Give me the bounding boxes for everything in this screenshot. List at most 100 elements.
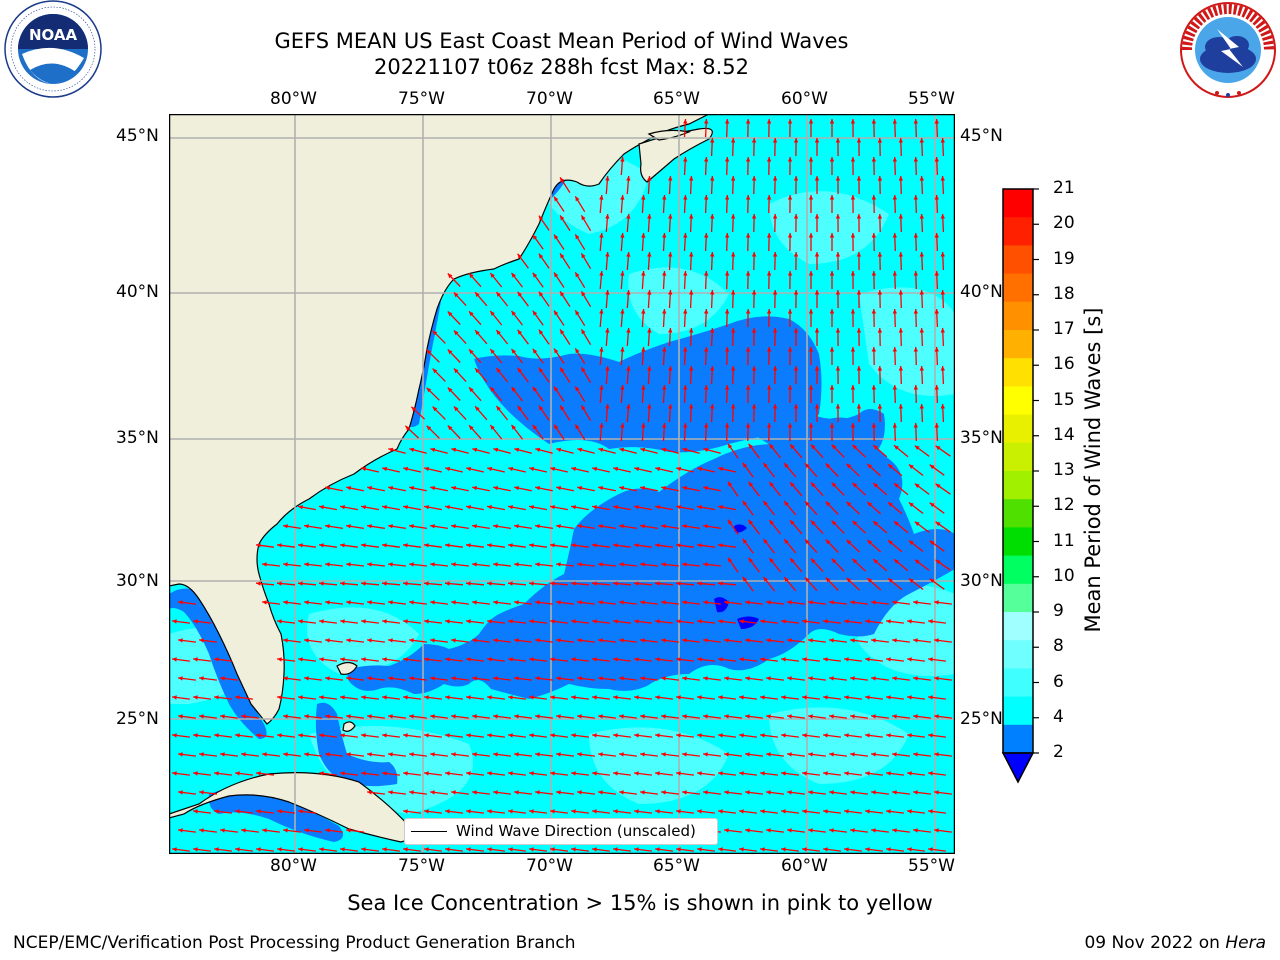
wave-direction-arrowhead [538, 329, 544, 335]
wave-direction-arrowhead [823, 771, 828, 776]
wave-direction-arrowhead [850, 828, 855, 833]
wave-direction-arrowhead [426, 349, 432, 355]
wave-direction-arrowhead [620, 233, 625, 238]
wave-direction-arrowhead [787, 638, 792, 643]
wave-direction-arrowhead [871, 790, 876, 795]
wave-direction-arrowhead [619, 638, 624, 643]
wave-direction-arrowhead [907, 733, 912, 738]
wave-direction-arrowhead [619, 600, 624, 605]
wave-direction-arrowhead [766, 385, 772, 390]
wave-direction-arrowhead [475, 330, 480, 335]
colorbar-tick-2: 2 [1053, 742, 1064, 762]
wave-direction-arrowhead [619, 524, 624, 529]
wave-direction-arrowhead [592, 809, 597, 814]
wave-direction-arrowhead [823, 809, 828, 814]
colorbar-segment [1003, 386, 1033, 416]
wave-direction-arrowhead [451, 524, 456, 529]
wave-direction-arrowhead [704, 423, 709, 428]
wave-direction-arrowhead [766, 638, 771, 643]
wave-direction-arrowhead [647, 252, 652, 257]
wave-direction-arrowhead [898, 138, 903, 143]
wave-direction-arrowhead [577, 524, 582, 529]
wave-direction-arrowhead [647, 366, 652, 371]
wave-direction-arrowhead [683, 195, 688, 200]
wave-direction-arrowhead [256, 733, 261, 738]
wave-direction-arrowhead [725, 157, 730, 162]
wave-direction-arrowhead [550, 695, 555, 700]
wave-direction-arrowhead [850, 385, 856, 390]
wave-direction-arrowhead [865, 847, 870, 852]
wave-direction-arrowhead [940, 252, 945, 257]
wave-direction-arrowhead [913, 119, 918, 124]
wave-direction-arrowhead [634, 771, 639, 776]
wave-direction-arrowhead [787, 195, 793, 200]
wave-direction-arrowhead [850, 195, 856, 200]
wave-direction-arrowhead [475, 406, 480, 411]
wave-direction-arrowhead [493, 790, 498, 795]
wave-direction-arrowhead [793, 176, 799, 181]
wave-direction-arrowhead [772, 404, 778, 409]
wave-direction-arrowhead [886, 695, 891, 700]
wave-direction-arrowhead [511, 348, 516, 354]
wave-direction-arrowhead [731, 328, 736, 333]
wave-direction-arrowhead [511, 272, 516, 278]
wave-direction-arrowhead [725, 347, 730, 352]
wave-direction-arrowhead [325, 714, 330, 719]
wave-direction-arrowhead [661, 752, 666, 757]
wave-direction-arrowhead [605, 252, 610, 257]
wave-direction-arrowhead [661, 714, 666, 719]
wave-direction-arrowhead [850, 157, 856, 162]
wave-direction-arrowhead [745, 790, 750, 795]
wave-direction-arrowhead [409, 447, 415, 452]
wave-direction-arrowhead [634, 695, 639, 700]
wave-direction-arrowhead [634, 543, 639, 548]
wave-direction-arrowhead [873, 559, 878, 564]
wave-direction-arrowhead [256, 847, 261, 852]
wave-direction-arrowhead [529, 657, 534, 662]
wave-direction-arrowhead [718, 733, 723, 738]
wave-direction-arrowhead [304, 676, 309, 681]
wave-direction-arrowhead [430, 486, 435, 491]
wave-direction-arrowhead [724, 638, 729, 643]
wave-direction-arrowhead [697, 847, 702, 852]
wave-direction-arrowhead [928, 657, 933, 662]
colorbar-tick-4: 4 [1053, 706, 1064, 727]
wave-direction-arrowhead [634, 466, 640, 472]
wave-direction-arrowhead [940, 176, 945, 181]
wave-direction-arrowhead [913, 157, 918, 162]
wave-direction-arrowhead [529, 619, 534, 624]
wave-direction-arrowhead [361, 581, 366, 586]
wave-direction-arrowhead [655, 505, 660, 510]
wave-direction-arrowhead [802, 619, 807, 624]
wave-direction-arrowhead [852, 558, 858, 564]
wave-direction-arrowhead [892, 157, 897, 162]
wave-direction-arrowhead [784, 463, 789, 468]
wave-direction-arrowhead [781, 771, 786, 776]
wave-direction-arrowhead [787, 309, 793, 314]
wave-direction-arrowhead [751, 366, 757, 371]
wave-direction-arrowhead [913, 347, 918, 352]
wave-direction-arrowhead [704, 347, 709, 352]
wave-direction-arrowhead [319, 505, 324, 510]
wave-direction-arrowhead [647, 290, 652, 295]
wave-direction-arrowhead [787, 423, 793, 428]
wave-direction-arrowhead [772, 252, 778, 257]
wave-direction-arrowhead [850, 347, 856, 352]
wave-direction-arrowhead [908, 540, 914, 545]
wave-direction-arrowhead [790, 444, 795, 449]
wave-direction-arrowhead [409, 714, 414, 719]
wave-direction-arrowhead [751, 214, 757, 219]
map-panel [168, 113, 956, 855]
wave-direction-arrowhead [361, 847, 366, 852]
wave-direction-arrowhead [829, 271, 835, 276]
wave-direction-arrowhead [919, 252, 924, 257]
wave-direction-arrowhead [256, 771, 261, 776]
wave-direction-arrowhead [856, 404, 862, 409]
wave-direction-arrowhead [829, 676, 834, 681]
wave-direction-arrowhead [760, 657, 765, 662]
colorbar-tick-6: 6 [1053, 671, 1064, 692]
wave-direction-arrowhead [581, 405, 586, 411]
wave-direction-arrowhead [935, 559, 941, 565]
wave-direction-arrowhead [908, 464, 914, 469]
wave-direction-arrowhead [403, 505, 408, 510]
